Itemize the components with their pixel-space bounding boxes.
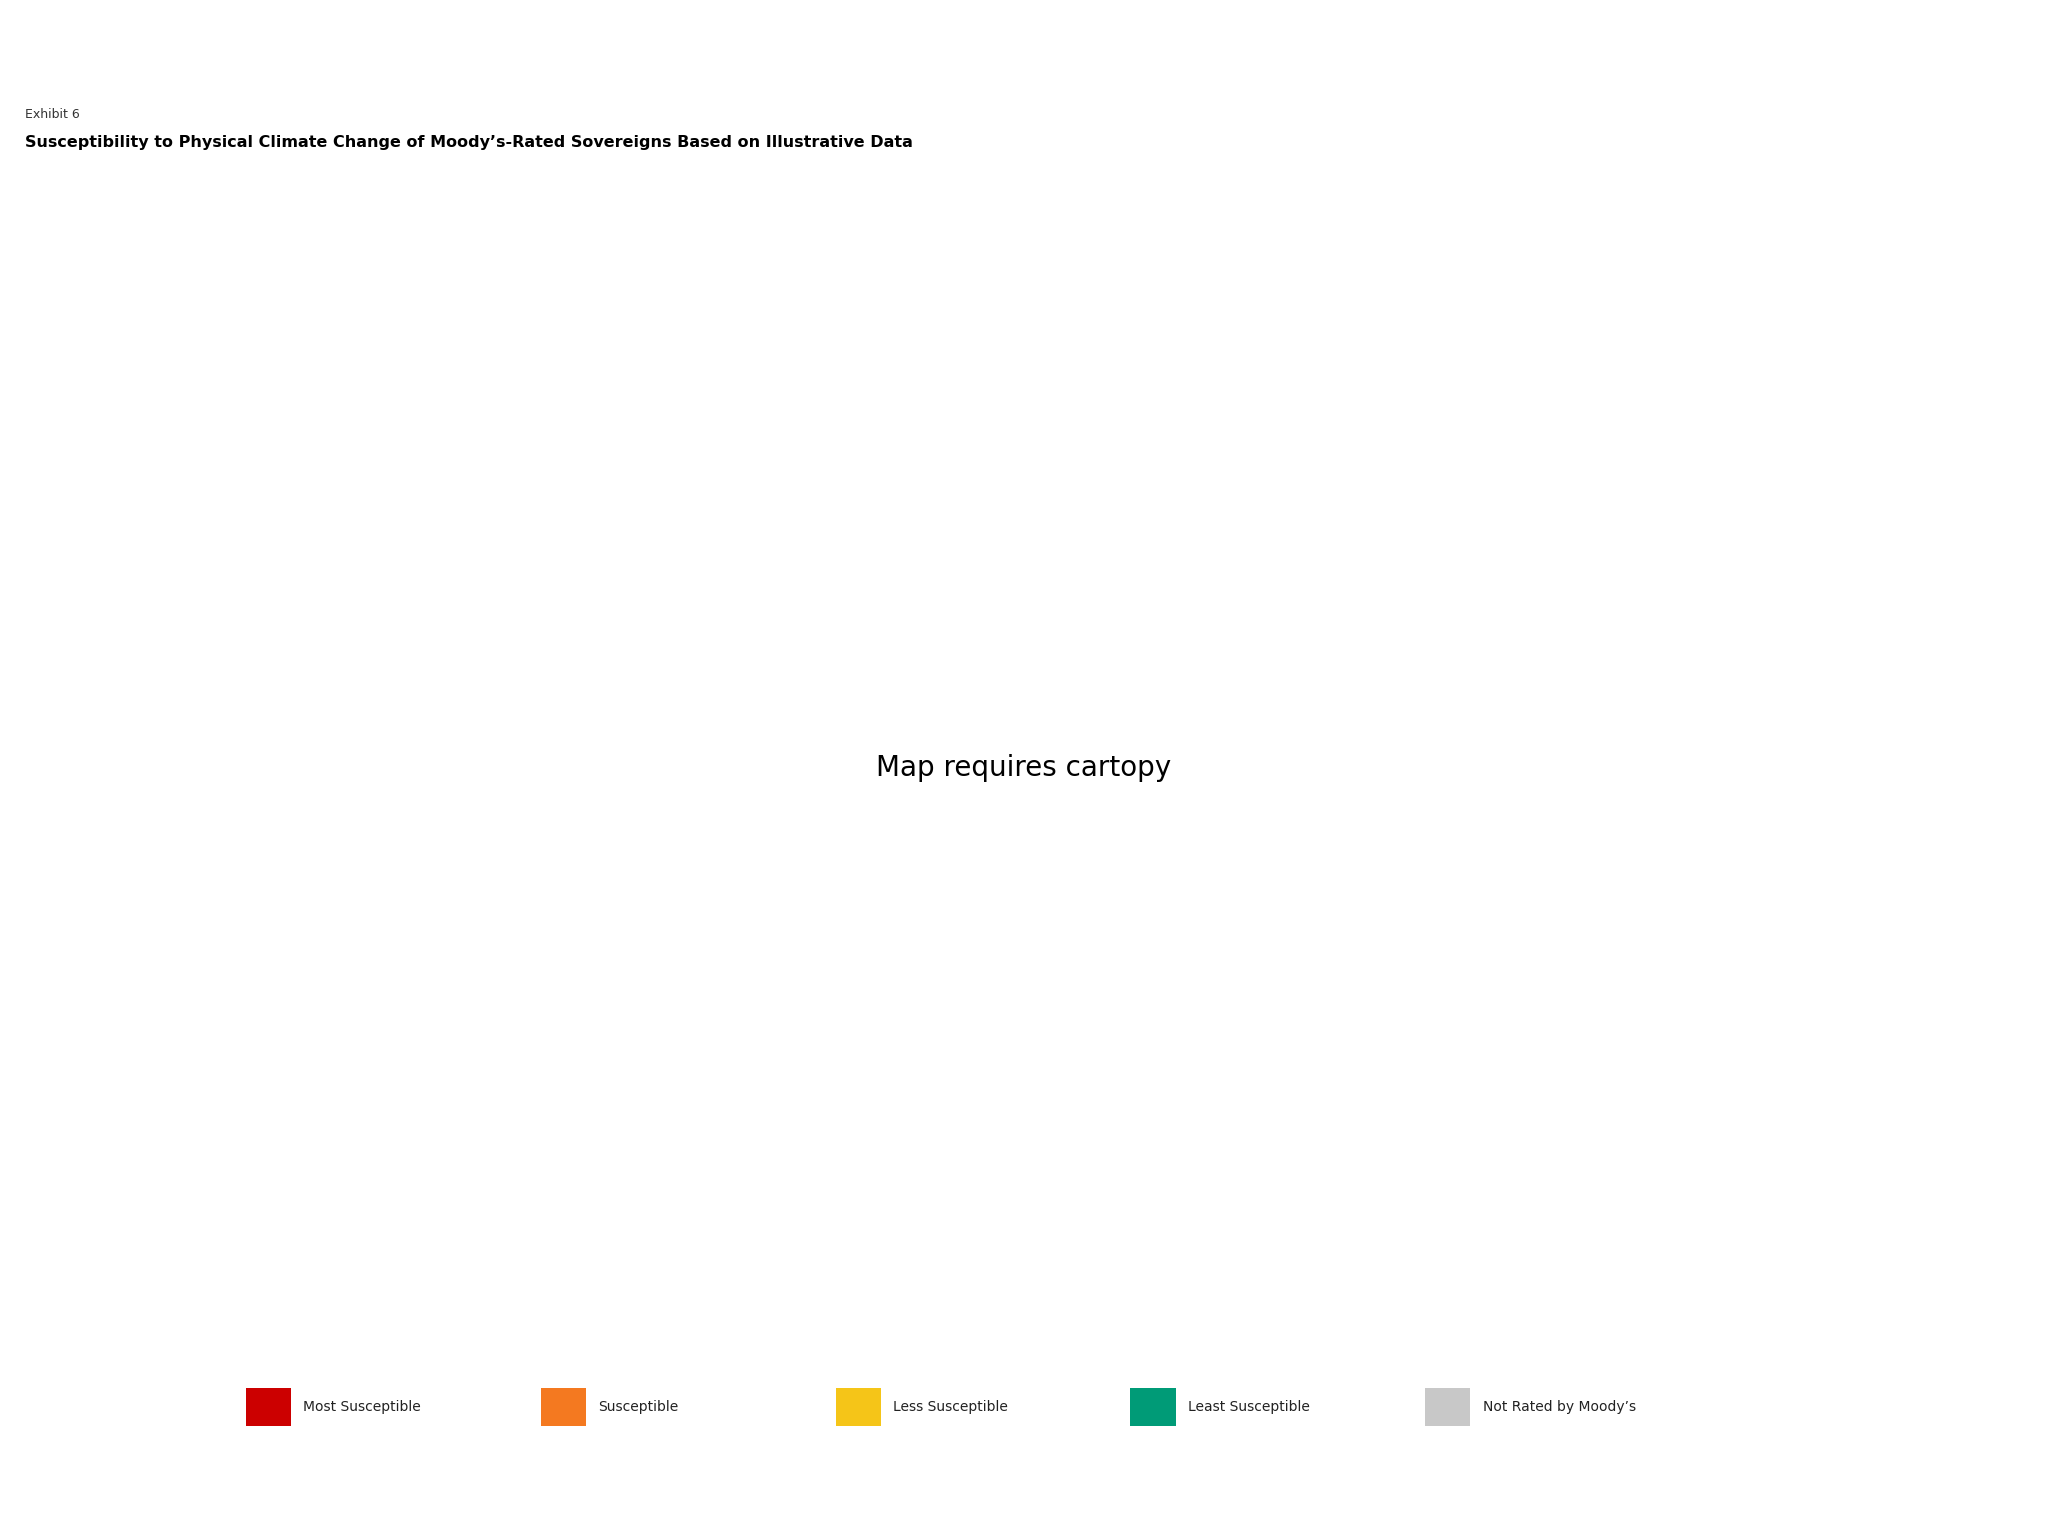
Text: MOODY'S INVESTORS SERVICE: MOODY'S INVESTORS SERVICE (14, 40, 418, 65)
Bar (1130, 1389, 1176, 1425)
Text: Less Susceptible: Less Susceptible (893, 1399, 1008, 1415)
Text: Susceptibility to Physical Climate Change of Moody’s-Rated Sovereigns Based on I: Susceptibility to Physical Climate Chang… (25, 135, 913, 151)
Text: Most Susceptible: Most Susceptible (303, 1399, 420, 1415)
Bar (1425, 1389, 1470, 1425)
Bar (541, 1389, 586, 1425)
Text: Not Rated by Moody’s: Not Rated by Moody’s (1483, 1399, 1636, 1415)
Text: Map requires cartopy: Map requires cartopy (877, 754, 1171, 782)
Text: Susceptible: Susceptible (598, 1399, 678, 1415)
Text: Exhibit 6: Exhibit 6 (25, 108, 80, 120)
Bar (246, 1389, 291, 1425)
Bar (836, 1389, 881, 1425)
Text: Least Susceptible: Least Susceptible (1188, 1399, 1311, 1415)
